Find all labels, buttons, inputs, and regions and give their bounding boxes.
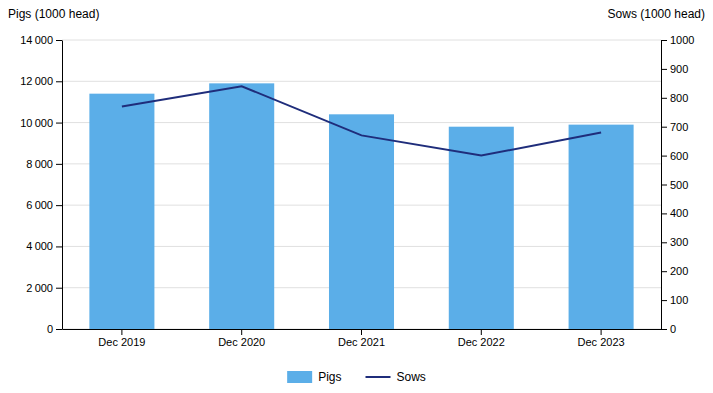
y-tick: 0 [47,323,62,335]
bar [89,94,154,329]
legend: Pigs Sows [287,370,426,384]
y2-tick-mark [661,329,667,330]
bar-series [89,83,633,329]
y-tick-label: 14 000 [20,34,53,46]
x-tick-mark [481,329,482,335]
x-tick: Dec 2023 [578,329,625,348]
x-tick: Dec 2019 [98,329,145,348]
y2-tick-label: 500 [670,179,688,191]
y-tick-mark [56,81,62,82]
y-axis: 0 2 000 4 000 6 000 8 000 10 000 12 000 14 000 [20,34,62,335]
bar [209,83,274,329]
y2-tick-mark [661,69,667,70]
y2-tick-label: 1000 [670,34,694,46]
y-tick-label: 0 [47,323,53,335]
y2-tick-label: 800 [670,92,688,104]
legend-label: Pigs [318,370,341,384]
x-tick-mark [361,329,362,335]
y-tick: 12 000 [20,75,62,87]
line [122,86,601,155]
x-tick-mark [601,329,602,335]
grid-line [62,40,661,41]
y-tick-label: 8 000 [26,158,53,170]
y-tick-mark [56,329,62,330]
y2-tick: 500 [661,179,688,191]
y2-tick: 400 [661,207,688,219]
y2-tick-mark [661,213,667,214]
x-tick-label: Dec 2020 [218,336,265,348]
grid-line [62,81,661,82]
x-tick: Dec 2021 [338,329,385,348]
y-tick-label: 12 000 [20,75,53,87]
y-tick-label: 6 000 [26,199,53,211]
y2-tick-mark [661,98,667,99]
y2-tick: 1000 [661,34,694,46]
x-tick-mark [241,329,242,335]
grid [62,40,661,329]
y2-tick-label: 0 [670,323,676,335]
y2-tick-mark [661,156,667,157]
x-tick: Dec 2020 [218,329,265,348]
legend-swatch [366,376,391,378]
y-tick: 4 000 [26,240,62,252]
y2-tick-label: 100 [670,294,688,306]
y-tick: 10 000 [20,117,62,129]
plot-area [89,83,633,329]
y2-tick-mark [661,242,667,243]
y2-tick-label: 200 [670,265,688,277]
x-tick-label: Dec 2023 [578,336,625,348]
y2-tick-label: 400 [670,207,688,219]
x-tick: Dec 2022 [458,329,505,348]
y-axis-line [62,41,63,330]
y-tick-label: 4 000 [26,240,53,252]
y2-tick-label: 900 [670,63,688,75]
y2-tick: 900 [661,63,688,75]
y-tick: 6 000 [26,199,62,211]
x-tick-mark [121,329,122,335]
y2-tick: 100 [661,294,688,306]
y2-tick: 0 [661,323,676,335]
y2-tick: 300 [661,236,688,248]
y-tick-label: 10 000 [20,117,53,129]
y2-tick-label: 300 [670,236,688,248]
y-tick-mark [56,123,62,124]
y-tick-mark [56,164,62,165]
y2-tick-mark [661,271,667,272]
y2-axis: 0 100 200 300 400 500 600 700 800 900 1000 [661,34,694,335]
y2-axis-title: Sows (1000 head) [608,7,705,21]
legend-label: Sows [397,370,426,384]
y-tick-mark [56,246,62,247]
x-tick-label: Dec 2021 [338,336,385,348]
legend-item: Sows [366,370,426,384]
y2-tick-label: 600 [670,150,688,162]
legend-item: Pigs [287,370,341,384]
y2-tick-label: 700 [670,121,688,133]
bar [449,127,514,329]
y-tick: 2 000 [26,282,62,294]
y-tick: 14 000 [20,34,62,46]
bar [569,125,634,329]
x-tick-label: Dec 2022 [458,336,505,348]
x-axis: Dec 2019 Dec 2020 Dec 2021 Dec 2022 Dec 2023 [63,329,662,348]
y-tick-mark [56,288,62,289]
x-tick-label: Dec 2019 [98,336,145,348]
y2-tick-mark [661,127,667,128]
y-tick: 8 000 [26,158,62,170]
bar [329,114,394,329]
y2-tick: 600 [661,150,688,162]
chart: Dec 2019 Dec 2020 Dec 2021 Dec 2022 Dec 2023… [0,0,713,393]
legend-swatch [287,371,312,383]
y-axis-title: Pigs (1000 head) [8,7,99,21]
y2-tick-mark [661,185,667,186]
y2-tick: 800 [661,92,688,104]
y2-tick: 700 [661,121,688,133]
y2-tick-mark [661,300,667,301]
y-tick-mark [56,205,62,206]
y2-tick-mark [661,40,667,41]
y2-tick: 200 [661,265,688,277]
y-tick-mark [56,40,62,41]
y-tick-label: 2 000 [26,282,53,294]
